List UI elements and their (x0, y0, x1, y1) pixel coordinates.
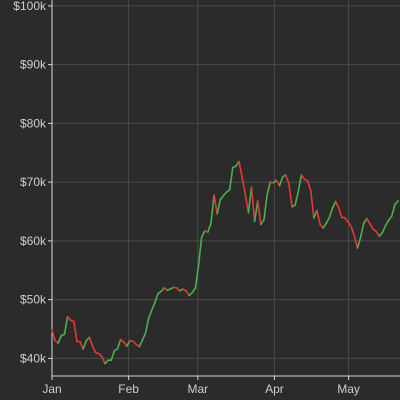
x-tick-label: May (337, 382, 360, 396)
series-segment-down (213, 194, 219, 215)
series-segment-up (359, 222, 365, 239)
series-segment-up (147, 309, 153, 320)
series-segment-up (322, 222, 328, 229)
series-segment-up (381, 224, 387, 234)
series-segment-up (247, 186, 253, 214)
grid-lines (51, 0, 400, 376)
series-segment-up (387, 215, 393, 222)
series-segment-down (344, 217, 349, 223)
y-tick-label: $50k (20, 293, 47, 307)
series-segment-down (238, 160, 243, 179)
series-segment-down (73, 320, 78, 343)
series-segment-up (356, 236, 362, 249)
series-segment-up (278, 176, 284, 187)
series-segment-up (394, 200, 399, 206)
series-segment-up (110, 349, 116, 361)
series-segment-down (309, 189, 315, 219)
series-segment-up (331, 200, 337, 209)
series-segment-down (288, 183, 293, 208)
series-segment-up (260, 218, 265, 226)
series-segment-down (185, 290, 190, 297)
series-segment-up (194, 264, 200, 289)
series-segment-down (256, 200, 262, 226)
series-segment-up (57, 334, 63, 344)
series-segment-up (362, 217, 368, 225)
y-tick-label: $100k (13, 0, 47, 13)
series-segment-down (250, 186, 256, 223)
series-segment-up (328, 207, 334, 219)
series-segment-down (79, 341, 84, 350)
series-segment-up (116, 338, 122, 350)
x-tick-label: Mar (187, 382, 208, 396)
series-segment-up (82, 339, 88, 350)
series-segment-down (316, 209, 321, 226)
y-tick-label: $70k (20, 175, 47, 189)
series-segment-down (306, 180, 312, 192)
series-segment-up (197, 236, 203, 267)
y-tick-label: $40k (20, 351, 47, 365)
series-segment-down (244, 193, 250, 214)
series-segment-down (337, 207, 343, 219)
series-segment-down (366, 217, 371, 225)
series-segment-up (263, 194, 268, 221)
series-segment-up (63, 315, 69, 336)
series-segment-up (200, 230, 206, 239)
series-segment-down (300, 174, 306, 180)
series-segment-up (210, 194, 215, 225)
y-tick-label: $60k (20, 234, 47, 248)
axes (48, 0, 400, 380)
x-tick-label: Feb (118, 382, 139, 396)
x-tick-label: Jan (42, 382, 61, 396)
series-segment-up (384, 219, 390, 227)
y-tick-label: $80k (20, 116, 47, 130)
series-segment-down (101, 355, 106, 365)
series-segment-up (297, 174, 303, 193)
series-segment-up (325, 216, 331, 225)
series-segment-up (144, 317, 150, 334)
series-segment-down (88, 336, 94, 347)
series-segment-up (219, 194, 225, 201)
series-segment-down (350, 225, 356, 237)
series-segment-up (154, 292, 159, 304)
series-segment-up (266, 181, 271, 196)
series-segment-down (284, 174, 290, 185)
series-segment-down (375, 230, 381, 237)
series-segment-up (126, 339, 131, 347)
series-segment-up (207, 222, 212, 233)
series-segment-down (241, 176, 247, 195)
series-segment-up (141, 332, 147, 341)
series-segment-up (253, 200, 259, 223)
series-segment-up (138, 339, 144, 348)
series-segment-down (347, 221, 353, 228)
series-segment-down (334, 200, 340, 209)
series-segment-down (91, 345, 97, 354)
x-tick-label: Apr (265, 382, 284, 396)
y-tick-label: $90k (20, 58, 47, 72)
series-segment-down (369, 223, 374, 230)
series-segment-down (353, 235, 359, 249)
series-segment-up (216, 198, 222, 215)
series-segment-up (150, 301, 156, 312)
series-segment-down (51, 329, 56, 342)
series-segment-up (191, 287, 197, 294)
series-segment-up (294, 190, 300, 206)
tick-labels: $40k $50k $60k $70k $80k $90k $100k Jan Feb Mar Ap… (13, 0, 360, 396)
series-segment-up (390, 203, 396, 217)
series-segment-up (228, 166, 234, 191)
series-line (51, 160, 399, 365)
